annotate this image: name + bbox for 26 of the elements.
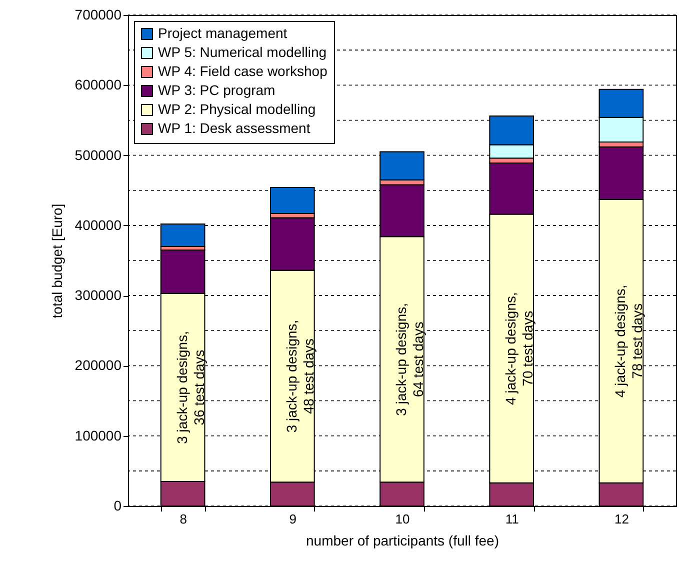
- y-tick-label: 600000: [74, 76, 122, 93]
- legend-label: WP 3: PC program: [158, 82, 276, 98]
- y-axis-title: total budget [Euro]: [48, 204, 65, 318]
- legend-label: WP 5: Numerical modelling: [158, 44, 327, 60]
- annotation: 4 jack-up designs, 70 test days: [502, 292, 536, 405]
- y-tick-label: 200000: [74, 357, 122, 374]
- y-tick-label: 300000: [74, 287, 122, 304]
- legend-label: Project management: [158, 25, 288, 41]
- x-tick-label: 8: [180, 512, 187, 526]
- y-tick-label: 0: [114, 498, 122, 514]
- x-tick-label: 10: [395, 512, 410, 526]
- legend-label: WP 4: Field case workshop: [158, 63, 328, 79]
- x-tick-label: 11: [505, 512, 519, 526]
- annotation: 3 jack-up designs, 64 test days: [393, 302, 426, 416]
- y-tick-label: 500000: [74, 146, 122, 163]
- y-tick-label: 400000: [74, 216, 122, 233]
- legend-label: WP 2: Physical modelling: [158, 101, 316, 117]
- legend-label: WP 1: Desk assessment: [158, 120, 310, 136]
- y-tick-label: 100000: [74, 427, 122, 444]
- annotation: 3 jack-up designs, 48 test days: [283, 320, 316, 433]
- annotation: 3 jack-up designs, 36 test days: [174, 331, 207, 444]
- x-axis-title: number of participants (full fee): [306, 532, 499, 548]
- x-tick-label: 12: [614, 512, 629, 526]
- annotation: 4 jack-up designs, 78 test days: [612, 284, 646, 398]
- y-tick-label: 700000: [74, 6, 122, 22]
- x-tick-label: 9: [289, 512, 297, 526]
